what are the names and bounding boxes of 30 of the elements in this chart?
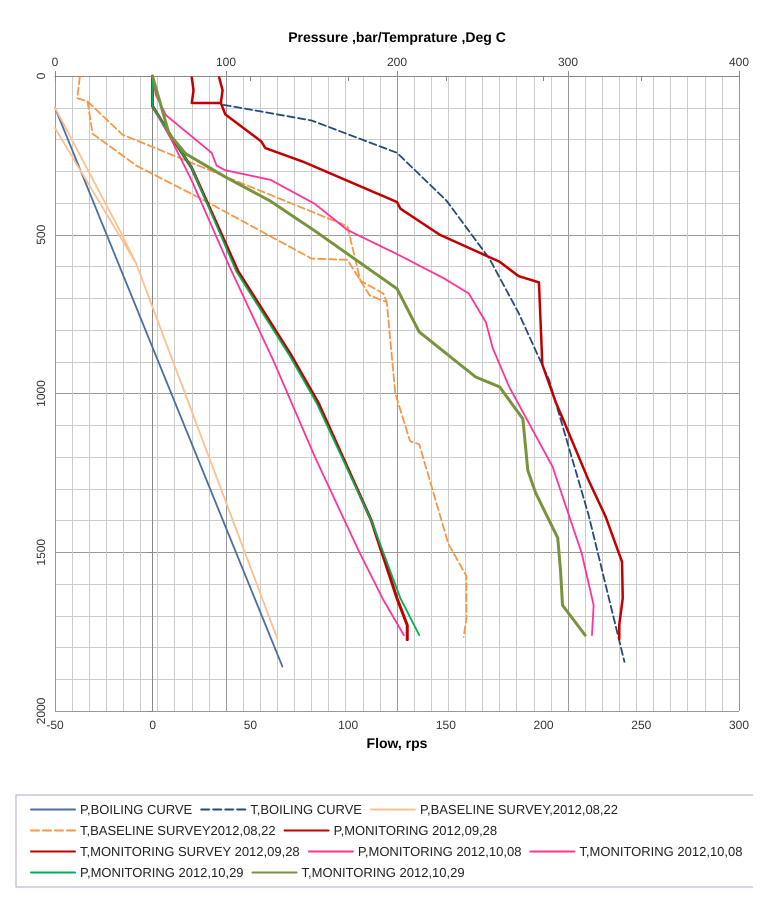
- legend-label: T,BOILING CURVE: [250, 802, 362, 817]
- x-tick-label: 0: [149, 718, 156, 732]
- x-axis-title: Flow, rps: [366, 734, 428, 751]
- x2-tick-label: 200: [386, 55, 408, 69]
- y-tick-label: 0: [34, 72, 48, 80]
- legend-label: P,MONITORING 2012,10,29: [80, 865, 244, 880]
- x2-tick-label: 0: [52, 55, 59, 69]
- legend-label: P,MONITORING 2012,09,28: [334, 823, 498, 838]
- y-tick-label: 1500: [34, 538, 48, 566]
- x2-tick-label: 100: [216, 55, 236, 69]
- x-tick-label: 50: [244, 718, 258, 732]
- x-tick-label: 100: [338, 718, 358, 732]
- x2-tick-label: 300: [558, 55, 578, 69]
- legend-label: T,MONITORING SURVEY 2012,09,28: [80, 844, 300, 859]
- x2-axis-title: Pressure ,bar/Temprature ,Deg C: [288, 29, 506, 45]
- x-tick-label: 250: [631, 718, 652, 732]
- x-tick-label: 200: [534, 718, 554, 732]
- legend-label: T,MONITORING 2012,10,08: [579, 844, 742, 859]
- y-tick-label: 500: [34, 224, 48, 245]
- x-tick-label: 300: [728, 718, 750, 732]
- legend-label: T,BASELINE SURVEY2012,08,22: [80, 823, 276, 838]
- x-tick-label: 150: [436, 718, 456, 732]
- legend-label: P,BOILING CURVE: [80, 802, 193, 817]
- y-tick-label: 2000: [34, 697, 48, 724]
- y-tick-label: 1000: [34, 380, 48, 407]
- legend-label: P,BASELINE SURVEY,2012,08,22: [420, 802, 618, 817]
- legend-label: P,MONITORING 2012,10,08: [358, 844, 522, 859]
- x-tick-label: -50: [46, 718, 64, 732]
- legend-label: T,MONITORING 2012,10,29: [302, 865, 465, 880]
- x2-tick-label: 400: [728, 55, 750, 69]
